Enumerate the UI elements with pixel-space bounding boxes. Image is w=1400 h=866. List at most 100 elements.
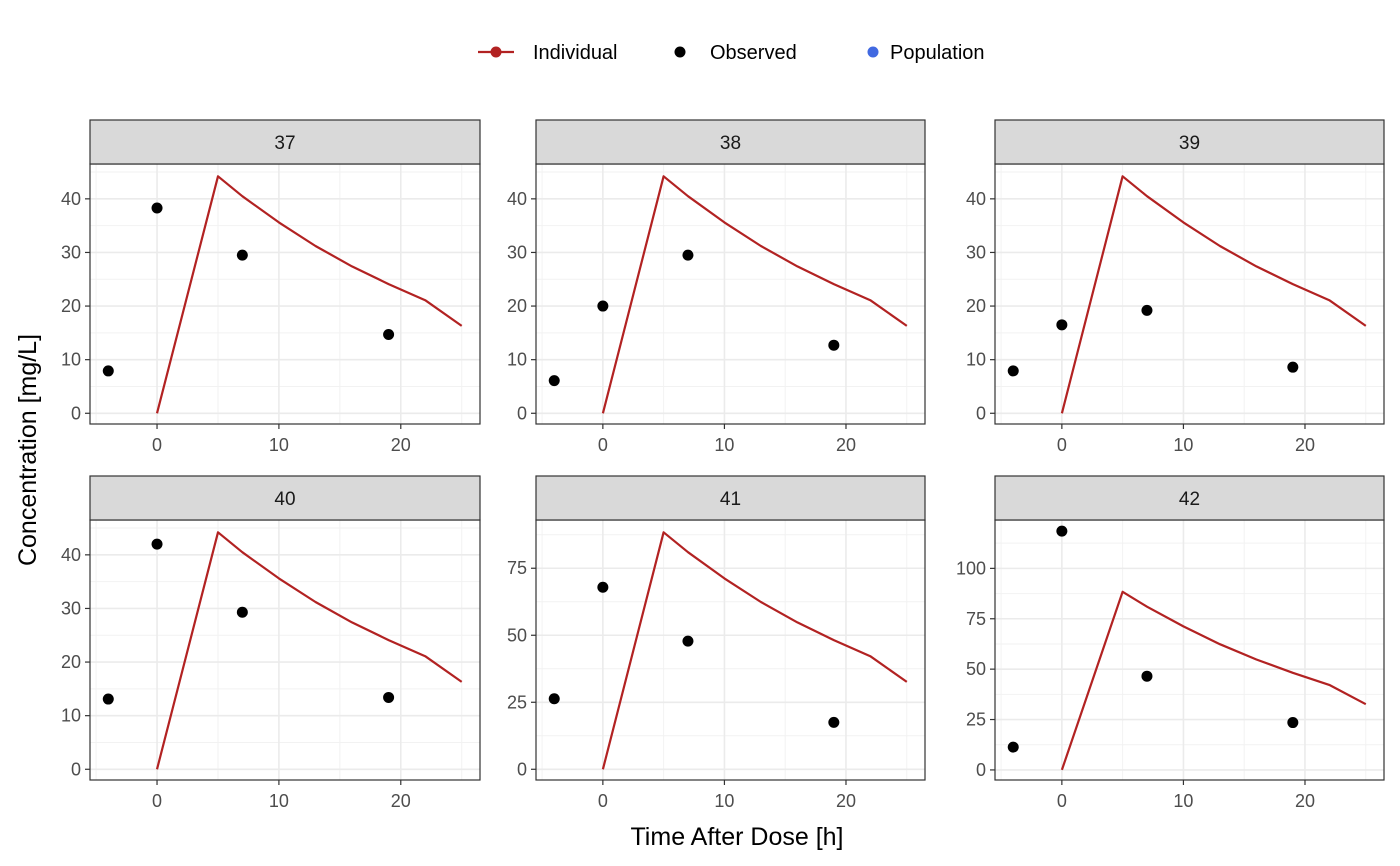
x-tick-label: 0 — [152, 791, 162, 811]
legend-label-2: Population — [890, 42, 985, 64]
y-tick-label: 25 — [966, 710, 986, 730]
y-tick-label: 40 — [966, 189, 986, 209]
y-tick-label: 0 — [71, 759, 81, 779]
facet-strip-label: 41 — [720, 489, 741, 510]
observed-point — [548, 375, 560, 387]
legend-label-0: Individual — [533, 42, 618, 64]
legend-point-1 — [674, 46, 686, 58]
observed-point — [236, 606, 248, 618]
facet-37: 37 0 10 20 0 10 20 30 40 — [61, 119, 481, 455]
facet-strip — [89, 119, 481, 165]
observed-point — [828, 339, 840, 351]
observed-point — [1056, 525, 1068, 537]
observed-point — [1056, 319, 1068, 331]
x-tick-label: 20 — [836, 791, 856, 811]
facet-strip-label: 38 — [720, 133, 741, 154]
observed-point — [1287, 361, 1299, 373]
y-tick-label: 50 — [507, 625, 527, 645]
x-tick-label: 10 — [1173, 791, 1193, 811]
y-tick-label: 20 — [61, 652, 81, 672]
observed-point — [383, 328, 395, 340]
y-tick-label: 40 — [61, 189, 81, 209]
observed-point — [682, 249, 694, 261]
observed-point — [1287, 717, 1299, 729]
observed-point — [548, 693, 560, 705]
x-tick-label: 10 — [269, 791, 289, 811]
individual-line — [1060, 175, 1367, 414]
x-tick-label: 10 — [269, 435, 289, 455]
y-tick-label: 75 — [507, 558, 527, 578]
observed-point — [1007, 741, 1019, 753]
x-tick-label: 0 — [598, 435, 608, 455]
facet-strip — [535, 475, 926, 521]
y-tick-label: 25 — [507, 692, 527, 712]
panel-background — [90, 164, 480, 424]
facet-strip — [535, 119, 926, 165]
y-tick-label: 30 — [61, 242, 81, 262]
panel-background — [995, 164, 1384, 424]
x-tick-label: 0 — [1057, 791, 1067, 811]
x-tick-label: 20 — [1295, 435, 1315, 455]
observed-point — [236, 249, 248, 261]
legend-label-1: Observed — [710, 42, 797, 64]
observed-point — [1141, 670, 1153, 682]
y-tick-label: 100 — [956, 558, 986, 578]
panel-background — [90, 520, 480, 780]
facet-strip-label: 39 — [1179, 133, 1200, 154]
facet-strip-label: 37 — [274, 133, 295, 154]
panel-background — [995, 520, 1384, 780]
y-tick-label: 40 — [507, 189, 527, 209]
y-tick-label: 0 — [976, 403, 986, 423]
x-tick-label: 20 — [391, 435, 411, 455]
y-tick-label: 75 — [966, 609, 986, 629]
observed-point — [597, 300, 609, 312]
y-tick-label: 30 — [61, 598, 81, 618]
facet-strip-label: 40 — [274, 489, 295, 510]
x-tick-label: 0 — [598, 791, 608, 811]
facet-39: 39 0 10 20 0 10 20 30 40 — [966, 119, 1385, 455]
y-tick-label: 30 — [966, 242, 986, 262]
facet-strip — [994, 119, 1385, 165]
individual-line — [1060, 590, 1367, 771]
individual-line — [601, 175, 908, 414]
x-tick-label: 0 — [152, 435, 162, 455]
y-tick-label: 20 — [966, 296, 986, 316]
x-tick-label: 10 — [714, 791, 734, 811]
y-tick-label: 10 — [966, 350, 986, 370]
observed-point — [102, 693, 114, 705]
individual-line — [155, 531, 463, 770]
x-axis-title: Time After Dose [h] — [630, 823, 843, 851]
y-tick-label: 30 — [507, 242, 527, 262]
facet-38: 38 0 10 20 0 10 20 30 40 — [507, 119, 926, 455]
individual-line — [155, 175, 463, 414]
x-tick-label: 20 — [836, 435, 856, 455]
facet-strip — [994, 475, 1385, 521]
y-tick-label: 20 — [507, 296, 527, 316]
facet-40: 40 0 10 20 0 10 20 30 40 — [61, 475, 481, 811]
observed-point — [383, 691, 395, 703]
observed-point — [597, 581, 609, 593]
observed-point — [828, 716, 840, 728]
y-tick-label: 0 — [517, 759, 527, 779]
x-tick-label: 10 — [714, 435, 734, 455]
y-tick-label: 40 — [61, 545, 81, 565]
facet-42: 42 0 10 20 0 25 50 75 100 — [956, 475, 1385, 811]
observed-point — [151, 538, 163, 550]
observed-point — [102, 365, 114, 377]
observed-point — [1141, 304, 1153, 316]
observed-point — [1007, 365, 1019, 377]
facet-41: 41 0 10 20 0 25 50 75 — [507, 475, 926, 811]
x-tick-label: 0 — [1057, 435, 1067, 455]
y-tick-label: 0 — [517, 403, 527, 423]
y-tick-label: 10 — [507, 350, 527, 370]
facets: 37 0 10 20 0 10 20 30 40 38 0 10 20 0 10 20 30 40 39 0 10 20 0… — [61, 119, 1385, 811]
y-tick-label: 50 — [966, 659, 986, 679]
y-tick-label: 10 — [61, 706, 81, 726]
legend-point-0 — [490, 46, 502, 58]
facet-strip-label: 42 — [1179, 489, 1200, 510]
legend: Individual Observed Population — [478, 42, 985, 64]
x-tick-label: 20 — [391, 791, 411, 811]
x-tick-label: 20 — [1295, 791, 1315, 811]
panel-background — [536, 520, 925, 780]
